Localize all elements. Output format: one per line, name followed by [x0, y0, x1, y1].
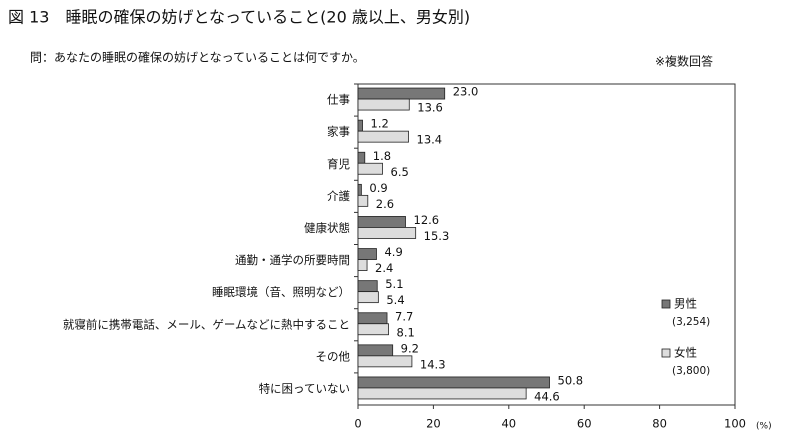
bar	[357, 280, 378, 293]
bar	[357, 387, 527, 400]
subtitle: 問：あなたの睡眠の確保の妨げとなっていることは何ですか。	[30, 50, 365, 65]
x-tick-label: 0	[354, 417, 361, 431]
legend-label: 女性	[674, 346, 697, 360]
value-label: 9.2	[401, 341, 419, 355]
bar	[357, 119, 363, 132]
value-label: 0.9	[369, 181, 387, 195]
value-label: 4.9	[384, 245, 402, 259]
y-tick-label: その他	[316, 349, 351, 363]
value-label: 7.7	[395, 309, 413, 323]
value-label: 1.8	[373, 149, 391, 163]
y-tick-label: 家事	[327, 125, 350, 139]
note: ※複数回答	[655, 54, 713, 69]
x-tick-label: 40	[501, 417, 516, 431]
y-tick-label: 通勤・通学の所要時間	[235, 253, 350, 267]
value-label: 8.1	[397, 325, 415, 339]
x-unit: (%)	[756, 422, 772, 432]
bar	[357, 376, 550, 389]
y-tick-label: 健康状態	[304, 221, 350, 235]
bar	[357, 194, 369, 207]
bar	[357, 130, 409, 143]
value-label: 15.3	[424, 229, 450, 243]
legend-swatch	[661, 299, 671, 309]
value-label: 50.8	[558, 373, 584, 387]
legend-label: 男性	[674, 297, 697, 311]
bar	[357, 312, 388, 325]
bar	[357, 216, 406, 228]
value-label: 5.4	[386, 293, 404, 307]
value-label: 1.2	[371, 117, 389, 131]
bar	[357, 98, 410, 111]
value-label: 12.6	[414, 213, 440, 227]
bar	[357, 344, 394, 357]
x-tick-label: 60	[577, 417, 592, 431]
y-tick-label: 睡眠環境（音、照明など）	[212, 285, 350, 299]
value-label: 13.4	[417, 133, 443, 147]
x-tick-label: 80	[652, 417, 667, 431]
legend-sample: (3,800)	[672, 365, 710, 377]
legend-sample: (3,254)	[672, 316, 710, 328]
value-label: 2.6	[376, 197, 394, 211]
value-label: 13.6	[417, 101, 443, 115]
y-tick-label: 特に困っていない	[259, 381, 350, 395]
bar	[357, 87, 446, 100]
y-tick-label: 仕事	[327, 93, 350, 107]
legend-swatch	[661, 348, 671, 358]
y-tick-label: 就寝前に携帯電話、メール、ゲームなどに熱中すること	[63, 317, 350, 331]
x-tick-label: 20	[426, 417, 441, 431]
chart-title: 図 13 睡眠の確保の妨げとなっていること(20 歳以上、男女別)	[8, 8, 470, 27]
value-label: 5.1	[385, 277, 403, 291]
value-label: 6.5	[391, 165, 409, 179]
bar	[357, 227, 417, 239]
bar	[357, 162, 383, 175]
x-tick-label: 100	[724, 417, 746, 431]
bar	[357, 323, 389, 336]
bar	[357, 355, 413, 368]
value-label: 14.3	[420, 357, 446, 371]
value-label: 44.6	[534, 389, 560, 403]
value-label: 23.0	[453, 85, 479, 99]
bar	[357, 248, 377, 260]
value-label: 2.4	[375, 261, 393, 275]
y-tick-label: 介護	[327, 189, 350, 203]
bar	[357, 259, 368, 271]
bar	[357, 151, 366, 164]
bar	[357, 183, 362, 196]
y-tick-label: 育児	[327, 157, 350, 171]
bar	[357, 291, 379, 304]
